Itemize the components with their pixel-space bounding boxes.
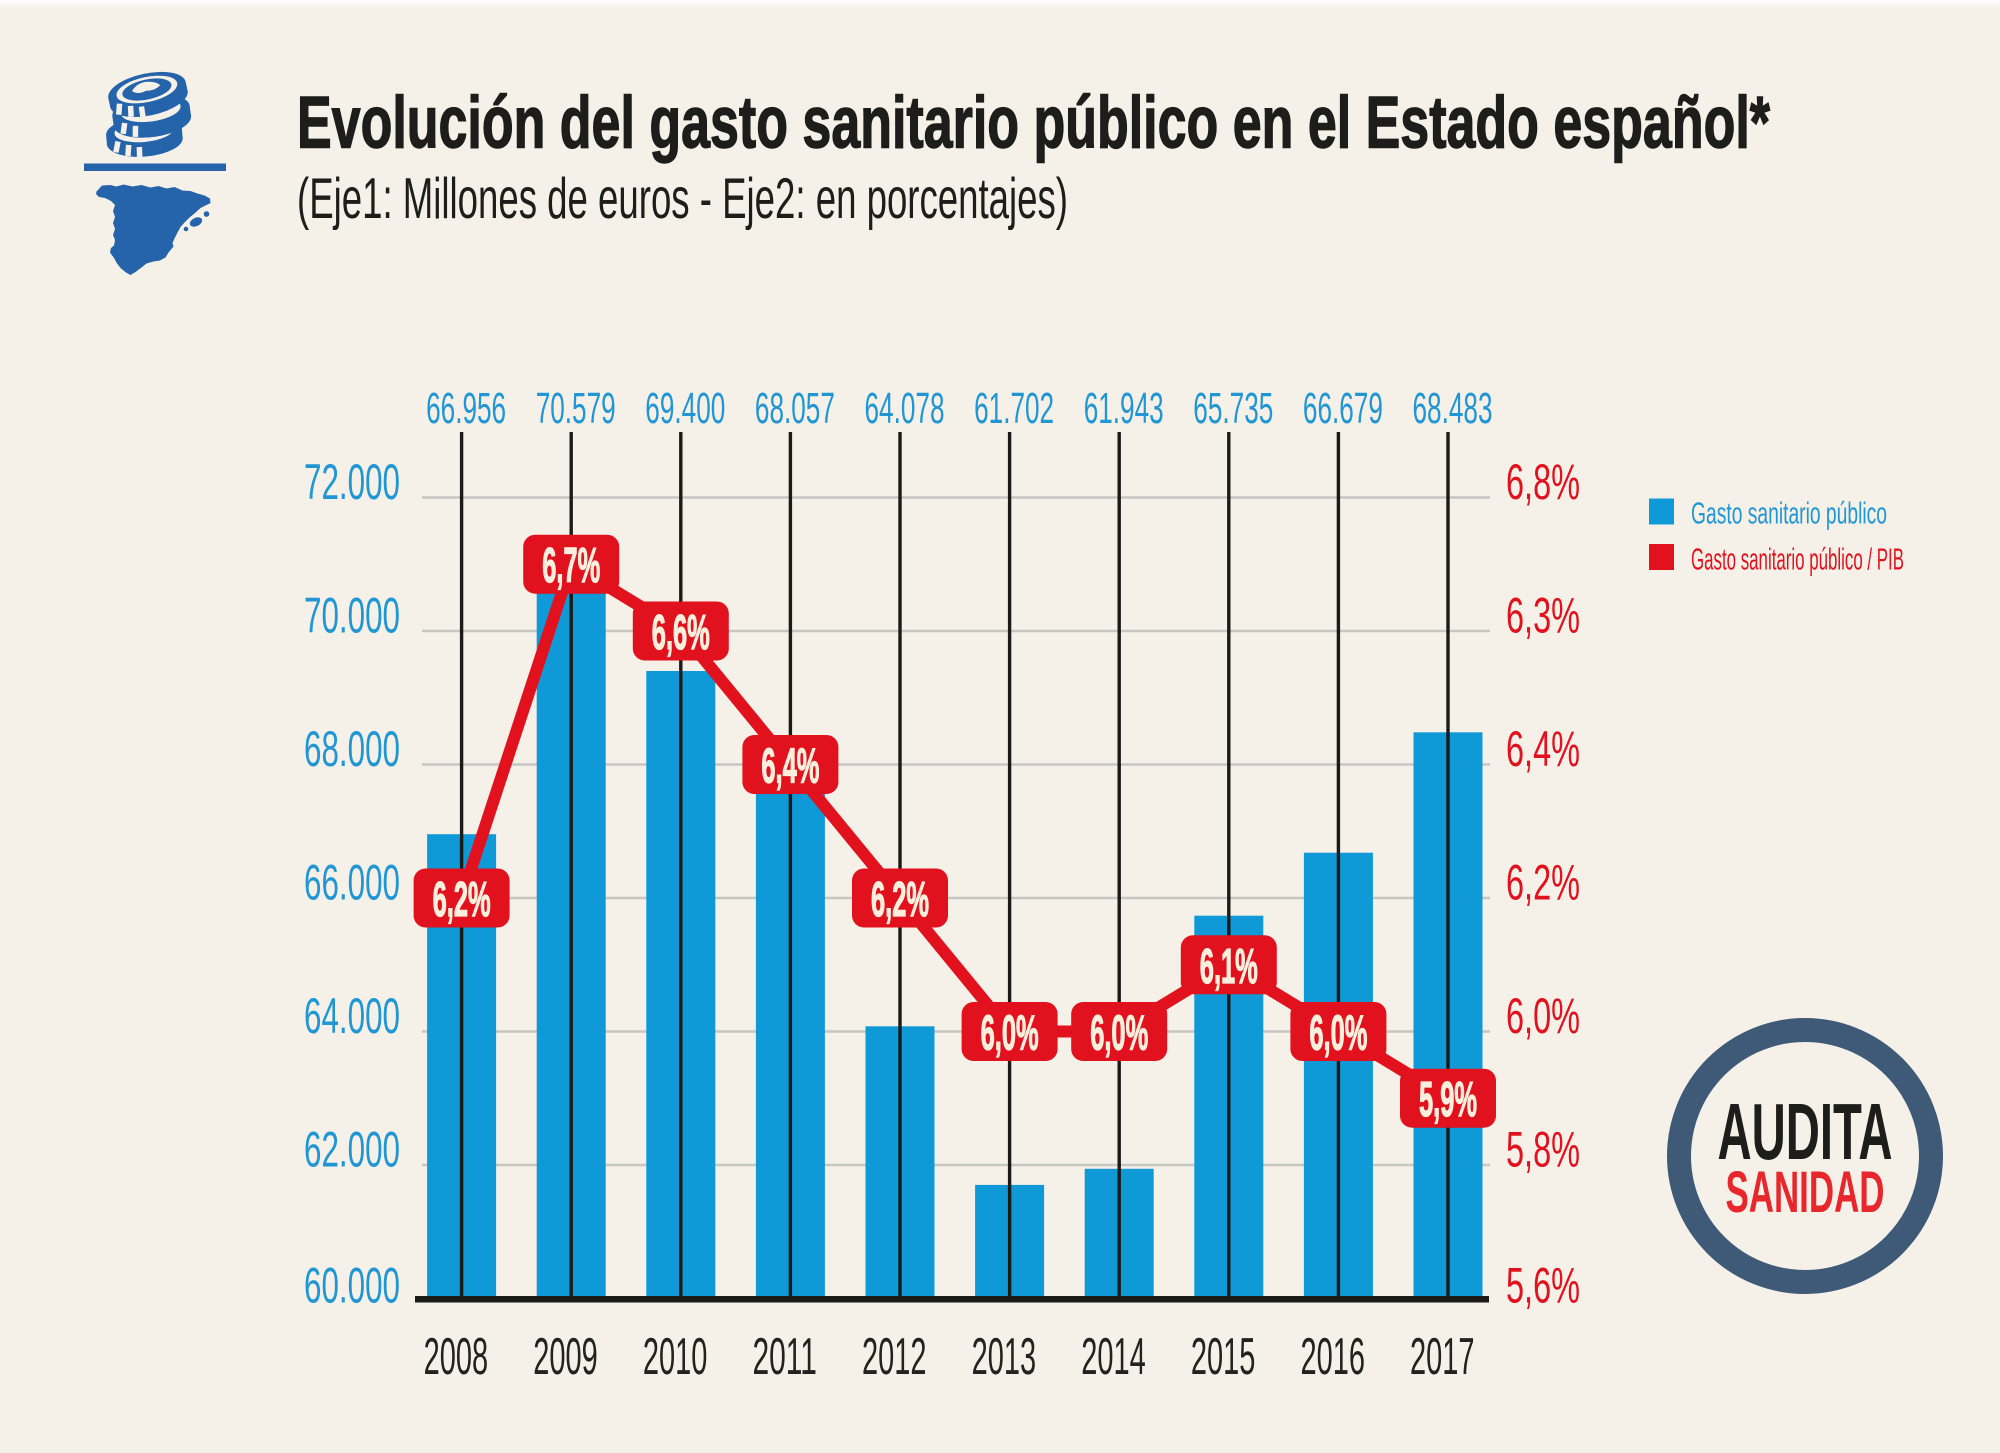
svg-text:6,8%: 6,8%: [1506, 454, 1580, 510]
svg-text:AUDITA: AUDITA: [1718, 1087, 1893, 1176]
svg-text:6,0%: 6,0%: [1309, 1007, 1367, 1061]
svg-text:2013: 2013: [972, 1328, 1037, 1386]
svg-text:2008: 2008: [424, 1328, 489, 1386]
svg-text:6,2%: 6,2%: [1506, 855, 1580, 911]
svg-text:6,0%: 6,0%: [981, 1007, 1039, 1061]
svg-text:6,7%: 6,7%: [542, 539, 600, 593]
svg-text:66.956: 66.956: [426, 384, 506, 433]
svg-text:6,0%: 6,0%: [1506, 988, 1580, 1044]
svg-text:70.000: 70.000: [304, 588, 400, 644]
svg-text:72.000: 72.000: [304, 454, 400, 510]
svg-text:6,2%: 6,2%: [871, 873, 929, 927]
svg-text:62.000: 62.000: [304, 1122, 400, 1178]
svg-text:6,3%: 6,3%: [1506, 588, 1580, 644]
svg-text:Gasto sanitario público / PIB: Gasto sanitario público / PIB: [1691, 543, 1904, 577]
svg-text:Gasto sanitario público: Gasto sanitario público: [1691, 497, 1887, 531]
svg-text:5,6%: 5,6%: [1506, 1258, 1580, 1314]
svg-text:6,0%: 6,0%: [1090, 1007, 1148, 1061]
svg-text:6,4%: 6,4%: [1506, 721, 1580, 777]
svg-text:6,4%: 6,4%: [761, 740, 819, 794]
svg-text:6,2%: 6,2%: [433, 873, 491, 927]
svg-text:68.000: 68.000: [304, 721, 400, 777]
svg-text:2012: 2012: [862, 1328, 927, 1386]
svg-text:65.735: 65.735: [1193, 384, 1273, 433]
svg-text:68.483: 68.483: [1413, 384, 1493, 433]
svg-text:5,9%: 5,9%: [1419, 1073, 1477, 1127]
svg-text:2011: 2011: [752, 1328, 817, 1386]
svg-text:(Eje1: Millones de euros - Eje: (Eje1: Millones de euros - Eje2: en porc…: [297, 167, 1068, 231]
svg-text:2017: 2017: [1410, 1328, 1475, 1386]
svg-text:66.679: 66.679: [1303, 384, 1383, 433]
svg-text:66.000: 66.000: [304, 855, 400, 911]
svg-text:5,8%: 5,8%: [1506, 1122, 1580, 1178]
svg-text:64.078: 64.078: [865, 384, 945, 433]
svg-text:68.057: 68.057: [755, 384, 835, 433]
svg-text:2016: 2016: [1300, 1328, 1365, 1386]
svg-text:2014: 2014: [1081, 1328, 1146, 1386]
svg-text:70.579: 70.579: [536, 384, 616, 433]
svg-text:60.000: 60.000: [304, 1258, 400, 1314]
svg-text:SANIDAD: SANIDAD: [1726, 1160, 1885, 1225]
svg-text:61.943: 61.943: [1084, 384, 1164, 433]
svg-text:6,1%: 6,1%: [1200, 940, 1258, 994]
svg-text:2015: 2015: [1191, 1328, 1256, 1386]
svg-text:2009: 2009: [533, 1328, 598, 1386]
svg-text:Evolución del gasto sanitario: Evolución del gasto sanitario público en…: [297, 81, 1770, 164]
svg-text:69.400: 69.400: [645, 384, 725, 433]
svg-text:64.000: 64.000: [304, 988, 400, 1044]
svg-text:6,6%: 6,6%: [652, 606, 710, 660]
svg-text:61.702: 61.702: [974, 384, 1054, 433]
svg-text:2010: 2010: [643, 1328, 708, 1386]
